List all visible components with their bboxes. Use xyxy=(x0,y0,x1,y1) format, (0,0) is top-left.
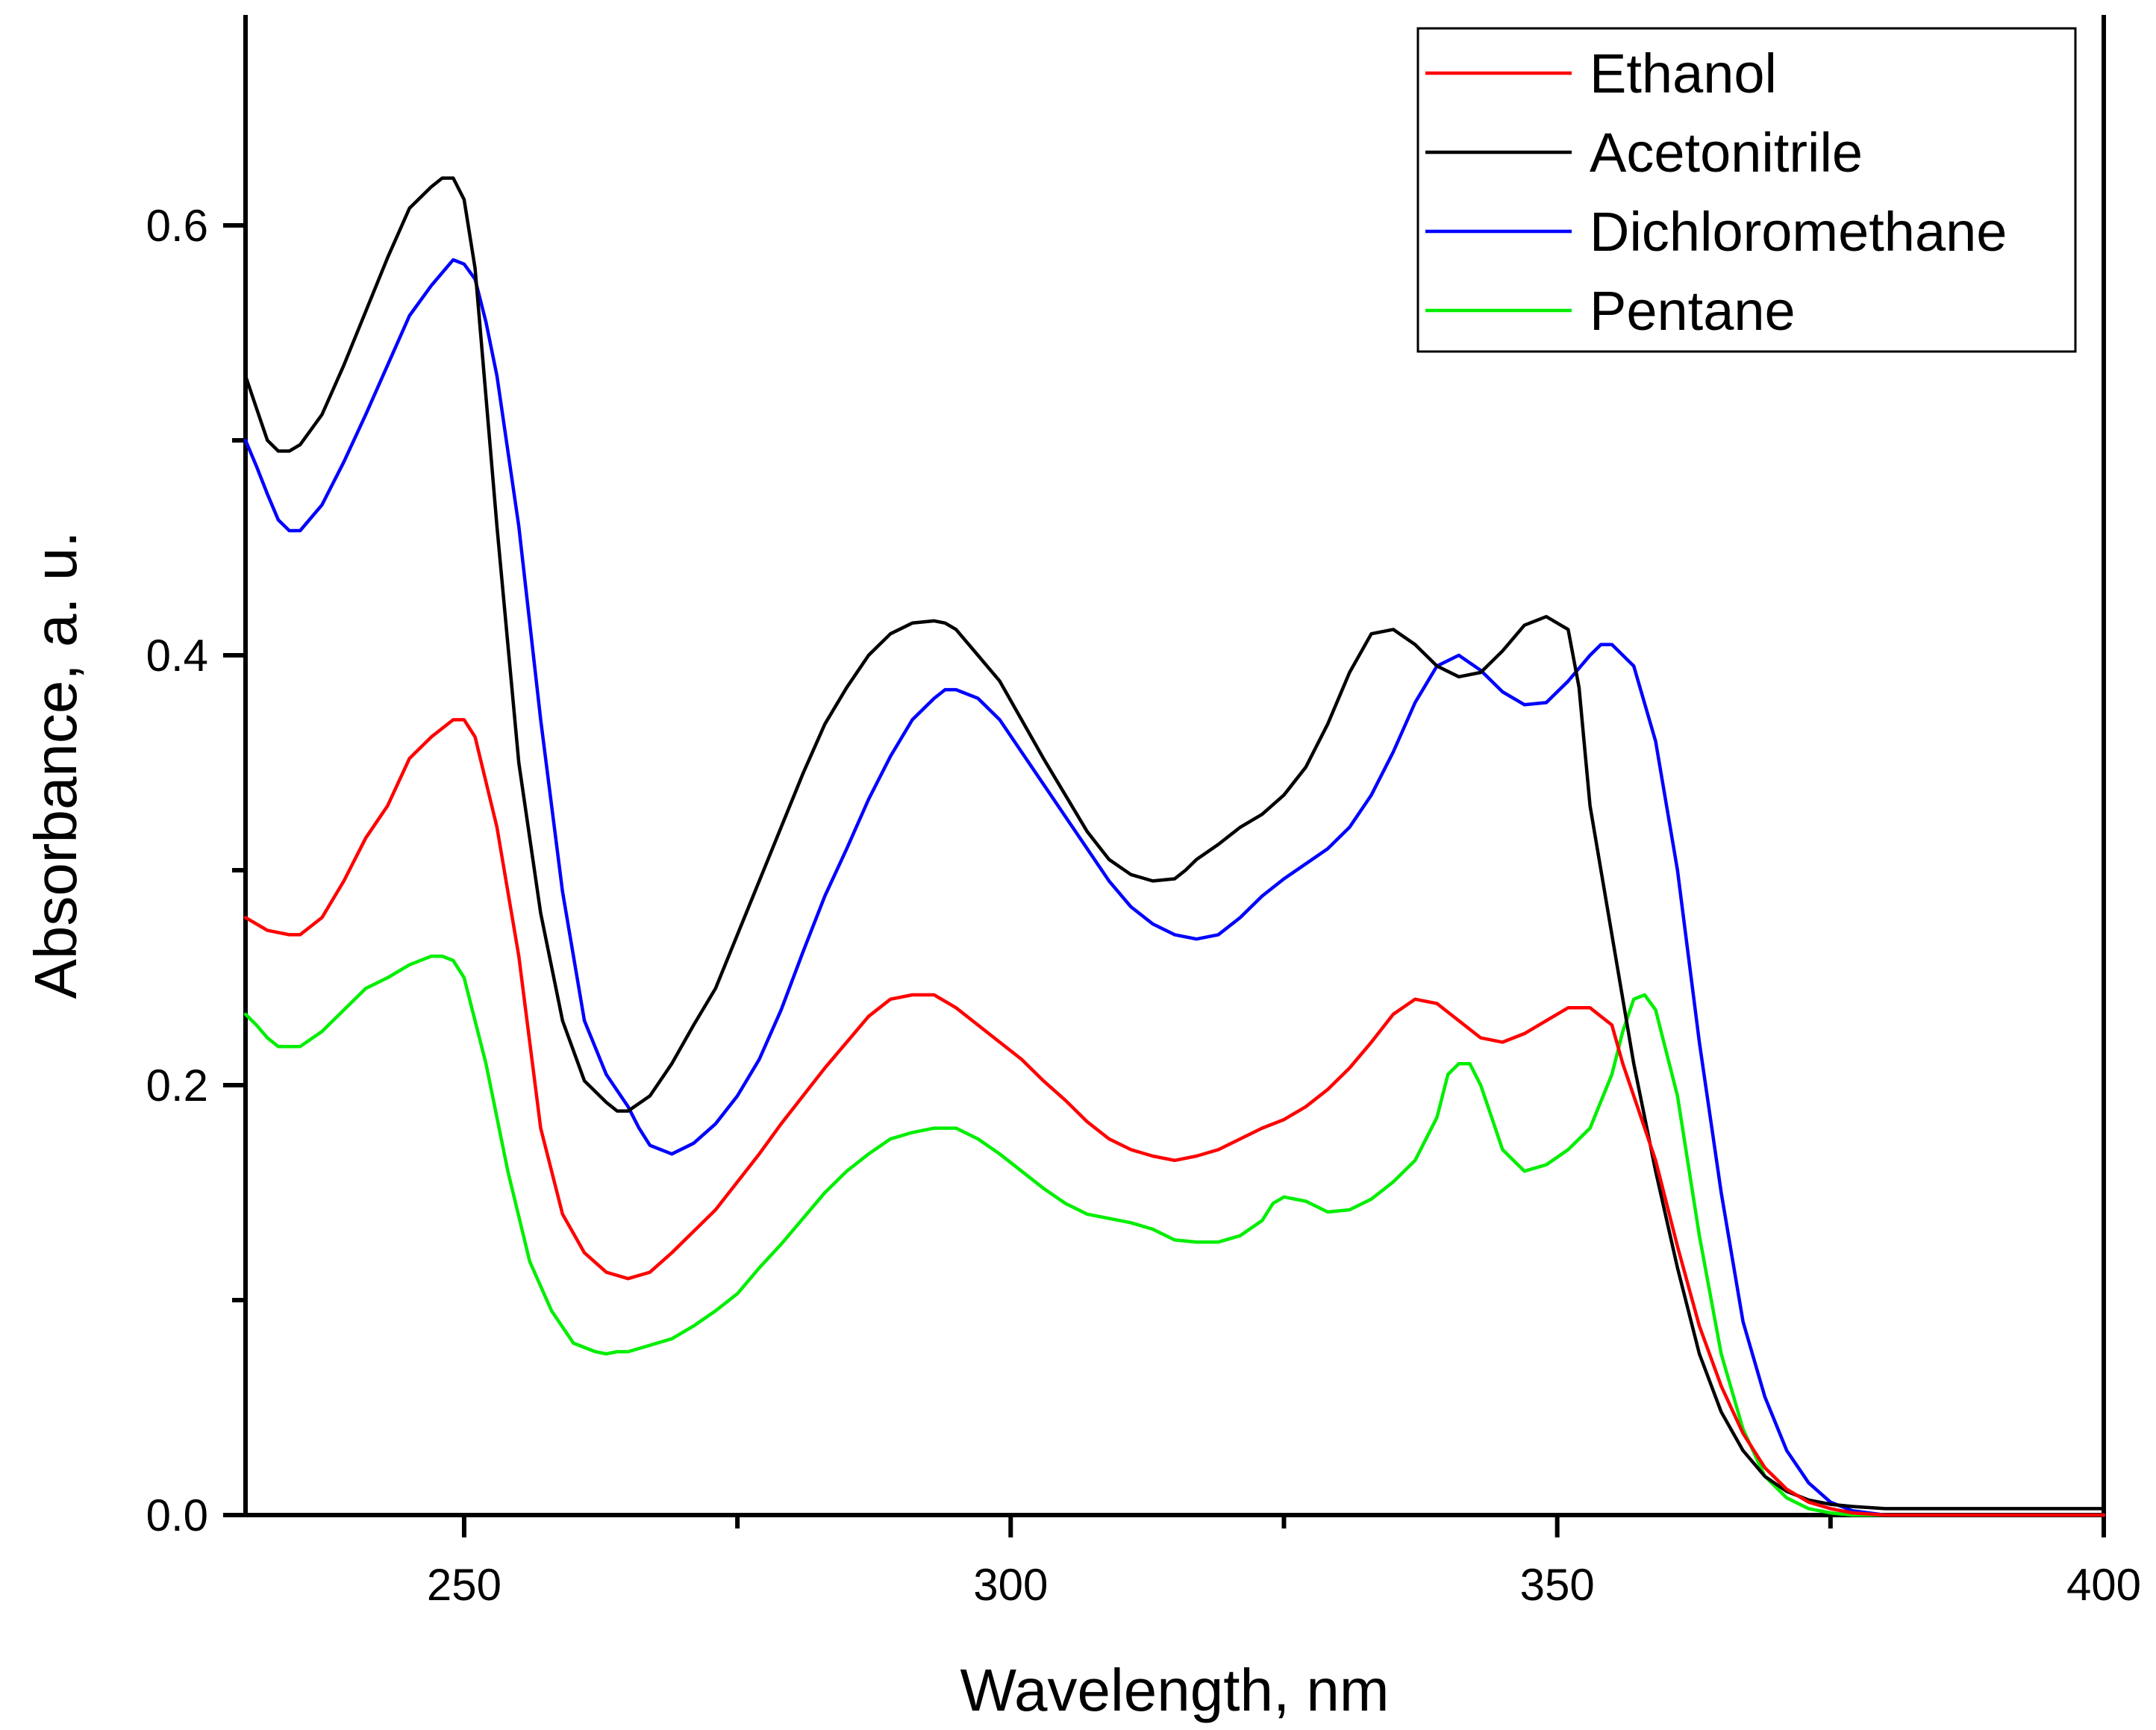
series-line-pentane xyxy=(243,954,2106,1517)
x-tick-label-400: 400 xyxy=(2066,1560,2141,1610)
series-lines xyxy=(243,176,2106,1517)
legend-label-acetonitrile: Acetonitrile xyxy=(1590,122,1863,184)
y-tick-label-0: 0.0 xyxy=(146,1490,208,1540)
legend-items: Ethanol Acetonitrile Dichloromethane Pentan… xyxy=(1425,43,2007,342)
legend-label-ethanol: Ethanol xyxy=(1590,43,1777,104)
legend-label-pentane: Pentane xyxy=(1590,280,1796,342)
y-tick-label-0.2: 0.2 xyxy=(146,1061,208,1111)
axis-ticks: 250 300 350 400 0.0 0.2 0.4 0.6 xyxy=(146,201,2141,1610)
y-tick-label-0.4: 0.4 xyxy=(146,631,208,681)
x-tick-label-300: 300 xyxy=(973,1560,1048,1610)
y-axis-title: Absorbance, a. u. xyxy=(22,531,89,999)
legend: Ethanol Acetonitrile Dichloromethane Pentan… xyxy=(1416,27,2077,353)
x-tick-label-250: 250 xyxy=(427,1560,501,1610)
y-tick-label-0.6: 0.6 xyxy=(146,201,208,251)
series-line-acetonitrile xyxy=(243,176,2106,1511)
legend-box xyxy=(1416,27,2077,353)
legend-label-dichloromethane: Dichloromethane xyxy=(1590,201,2007,263)
series-line-ethanol xyxy=(243,718,2106,1517)
x-tick-label-350: 350 xyxy=(1520,1560,1595,1610)
x-axis-title: Wavelength, nm xyxy=(960,1657,1389,1723)
